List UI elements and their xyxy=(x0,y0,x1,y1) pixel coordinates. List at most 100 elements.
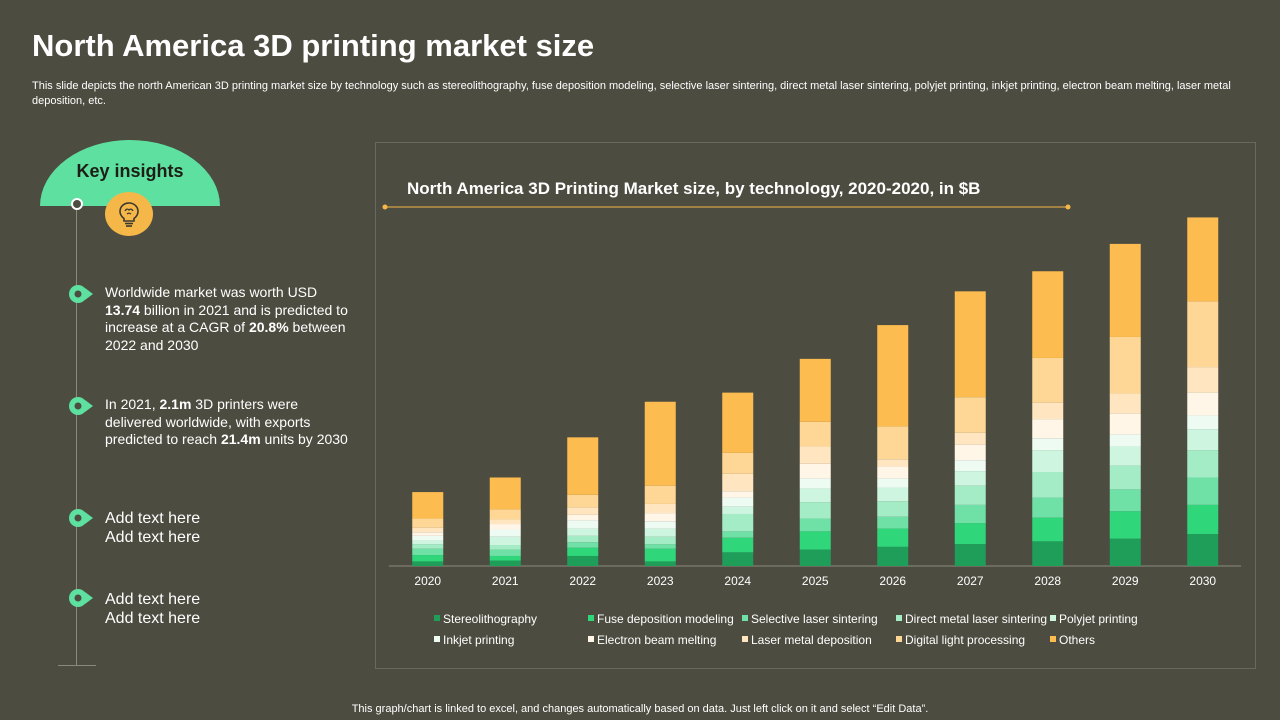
legend-swatch xyxy=(896,636,902,642)
bar-2021-digital-light-processing xyxy=(489,509,521,520)
bar-2025-electron-beam-melting xyxy=(799,463,831,479)
bar-2027-inkjet-printing xyxy=(954,460,986,472)
insight-1-text: Worldwide market was worth USD 13.74 bil… xyxy=(105,284,348,353)
legend-swatch xyxy=(434,615,440,621)
legend-swatch xyxy=(742,636,748,642)
bar-2021-inkjet-printing xyxy=(489,529,521,537)
bar-2027-fuse-deposition-modeling xyxy=(954,523,986,545)
legend-swatch xyxy=(588,636,594,642)
bar-2028-laser-metal-deposition xyxy=(1032,402,1064,420)
key-insights-heading: Key insights xyxy=(76,161,184,181)
bar-2030-electron-beam-melting xyxy=(1187,392,1219,416)
bar-2020-others xyxy=(412,492,444,519)
x-tick-label: 2023 xyxy=(647,574,674,588)
bar-2025-others xyxy=(799,358,831,422)
legend-label: Selective laser sintering xyxy=(751,612,878,626)
bar-2023-selective-laser-sintering xyxy=(644,544,676,549)
bar-2020-stereolithography xyxy=(412,561,444,566)
timeline-line xyxy=(76,206,77,666)
insight-2-marker-icon xyxy=(69,397,93,415)
bar-2021-stereolithography xyxy=(489,560,521,566)
bar-2020-selective-laser-sintering xyxy=(412,548,444,556)
legend-label: Polyjet printing xyxy=(1059,612,1138,626)
bar-2021-polyjet-printing xyxy=(489,536,521,546)
bar-2026-stereolithography xyxy=(877,546,909,566)
bar-2024-others xyxy=(722,392,754,453)
bar-2025-fuse-deposition-modeling xyxy=(799,531,831,550)
bar-2022-fuse-deposition-modeling xyxy=(567,547,599,556)
bar-2026-inkjet-printing xyxy=(877,478,909,488)
legend-label: Electron beam melting xyxy=(597,633,716,647)
legend-label: Stereolithography xyxy=(443,612,537,626)
legend-swatch xyxy=(588,615,594,621)
legend-swatch xyxy=(434,636,440,642)
bar-2029-others xyxy=(1109,243,1141,337)
placeholder-1-line-2: Add text here xyxy=(105,529,201,546)
bar-2029-digital-light-processing xyxy=(1109,336,1141,394)
bar-2022-direct-metal-laser-sintering xyxy=(567,535,599,543)
bar-2022-others xyxy=(567,437,599,495)
bar-2020-laser-metal-deposition xyxy=(412,527,444,533)
bar-2021-laser-metal-deposition xyxy=(489,519,521,525)
bar-2023-digital-light-processing xyxy=(644,485,676,504)
x-tick-label: 2027 xyxy=(957,574,984,588)
bar-2024-inkjet-printing xyxy=(722,497,754,507)
bar-2026-direct-metal-laser-sintering xyxy=(877,501,909,517)
bar-2029-laser-metal-deposition xyxy=(1109,393,1141,414)
bar-2028-selective-laser-sintering xyxy=(1032,497,1064,518)
bar-2022-inkjet-printing xyxy=(567,520,599,529)
bar-2026-fuse-deposition-modeling xyxy=(877,528,909,547)
bar-2020-direct-metal-laser-sintering xyxy=(412,544,444,549)
bar-2024-electron-beam-melting xyxy=(722,491,754,498)
bar-2023-others xyxy=(644,401,676,486)
bar-2020-inkjet-printing xyxy=(412,535,444,541)
insight-4-marker-icon xyxy=(69,589,93,607)
x-tick-label: 2022 xyxy=(569,574,596,588)
legend-label: Direct metal laser sintering xyxy=(905,612,1047,626)
bar-2022-laser-metal-deposition xyxy=(567,507,599,515)
chart-title: North America 3D Printing Market size, b… xyxy=(407,179,981,198)
bar-2030-inkjet-printing xyxy=(1187,415,1219,430)
bar-2025-polyjet-printing xyxy=(799,488,831,503)
stacked-bar-chart[interactable]: 2020 2021 2022 2023 2024 2025 2026 2027 2028 2029… xyxy=(375,142,1256,669)
bar-2022-polyjet-printing xyxy=(567,528,599,536)
bar-2024-selective-laser-sintering xyxy=(722,531,754,538)
bar-2028-others xyxy=(1032,271,1064,358)
bar-2027-stereolithography xyxy=(954,544,986,566)
legend-swatch xyxy=(1050,636,1056,642)
bar-2024-direct-metal-laser-sintering xyxy=(722,513,754,532)
bar-2028-polyjet-printing xyxy=(1032,450,1064,473)
bar-2024-polyjet-printing xyxy=(722,506,754,514)
bar-2026-others xyxy=(877,325,909,427)
bar-2025-selective-laser-sintering xyxy=(799,518,831,532)
legend-label: Inkjet printing xyxy=(443,633,514,647)
bar-2030-fuse-deposition-modeling xyxy=(1187,504,1219,535)
key-insights-dome xyxy=(40,140,220,206)
bar-2030-direct-metal-laser-sintering xyxy=(1187,450,1219,478)
bar-2029-inkjet-printing xyxy=(1109,434,1141,447)
bar-2021-others xyxy=(489,477,521,510)
bar-2026-polyjet-printing xyxy=(877,487,909,502)
bar-2029-stereolithography xyxy=(1109,538,1141,566)
bar-2023-electron-beam-melting xyxy=(644,513,676,522)
bar-2024-fuse-deposition-modeling xyxy=(722,537,754,553)
bar-2030-laser-metal-deposition xyxy=(1187,367,1219,393)
bar-2024-laser-metal-deposition xyxy=(722,473,754,492)
x-tick-label: 2026 xyxy=(879,574,906,588)
bar-2028-digital-light-processing xyxy=(1032,357,1064,403)
bar-2027-direct-metal-laser-sintering xyxy=(954,485,986,505)
bar-2030-others xyxy=(1187,217,1219,302)
bar-2022-selective-laser-sintering xyxy=(567,542,599,548)
timeline-end xyxy=(58,665,96,666)
bar-2025-inkjet-printing xyxy=(799,478,831,489)
bar-2025-laser-metal-deposition xyxy=(799,446,831,464)
bar-2027-polyjet-printing xyxy=(954,471,986,486)
legend-label: Laser metal deposition xyxy=(751,633,872,647)
placeholder-1-text: Add text here Add text here xyxy=(105,509,355,547)
bar-2026-selective-laser-sintering xyxy=(877,516,909,529)
insight-2-text: In 2021, 2.1m 3D printers were delivered… xyxy=(105,396,348,447)
legend-swatch xyxy=(742,615,748,621)
title-rule-start-dot xyxy=(382,204,388,210)
bar-2028-fuse-deposition-modeling xyxy=(1032,517,1064,542)
bar-2028-inkjet-printing xyxy=(1032,438,1064,451)
